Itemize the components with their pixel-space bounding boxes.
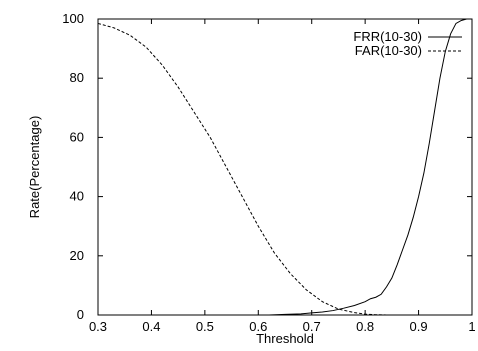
plot-frame [97, 18, 473, 316]
y-tick-label: 100 [62, 11, 84, 26]
y-axis-label: Rate(Percentage) [27, 116, 42, 219]
y-tick-label: 80 [70, 70, 84, 85]
x-tick-label: 0.9 [410, 319, 428, 334]
series-line-frr [98, 18, 472, 316]
x-axis-label: Threshold [256, 331, 314, 346]
y-tick-label: 40 [70, 189, 84, 204]
x-tick-label: 0.3 [89, 319, 107, 334]
y-tick-label: 0 [77, 307, 84, 322]
x-tick-label: 0.6 [249, 319, 267, 334]
legend-label: FAR(10-30) [355, 43, 422, 58]
y-axis-ticks: 0 20 40 60 80 100 [62, 11, 472, 322]
y-tick-label: 60 [70, 129, 84, 144]
x-tick-label: 0.8 [356, 319, 374, 334]
legend: FRR(10-30)FAR(10-30) [353, 29, 462, 58]
x-tick-label: 0.5 [196, 319, 214, 334]
x-axis-ticks: 0.3 0.4 0.5 0.6 0.7 0.8 0.9 1 [89, 19, 476, 334]
series-line-far [97, 22, 387, 316]
x-tick-label: 0.7 [303, 319, 321, 334]
legend-label: FRR(10-30) [353, 29, 422, 44]
series-layer [97, 18, 472, 316]
x-tick-label: 0.4 [142, 319, 160, 334]
y-tick-label: 20 [70, 248, 84, 263]
x-tick-label: 1 [468, 319, 475, 334]
